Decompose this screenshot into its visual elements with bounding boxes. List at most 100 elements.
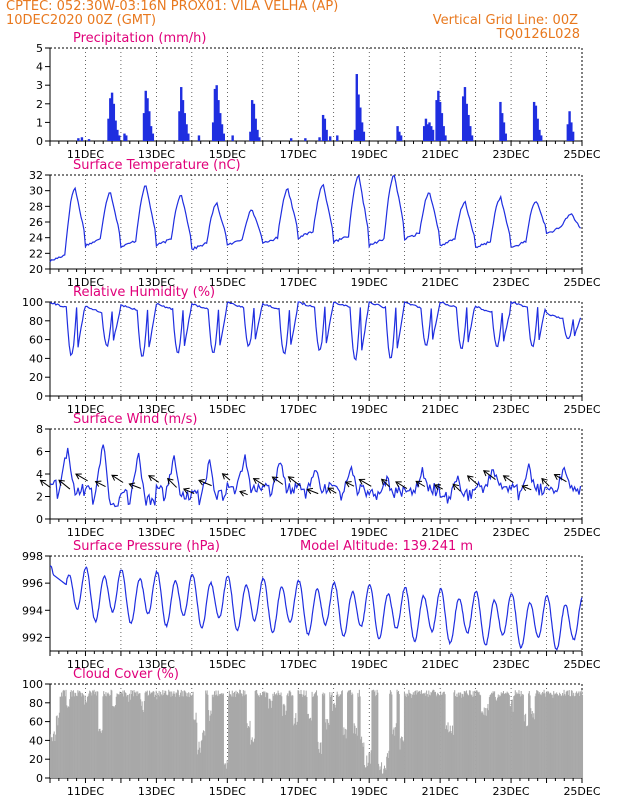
cloud-bar — [204, 735, 206, 778]
cloud-bar — [228, 696, 230, 778]
cloud-bar — [316, 695, 318, 778]
cloud-bar — [285, 710, 287, 778]
wind-vector-head — [306, 487, 314, 495]
precip-bar — [538, 129, 541, 141]
cloud-bar — [222, 693, 224, 778]
cloud-bar — [122, 690, 124, 778]
cloud-bar — [159, 696, 161, 778]
cloud-bar — [310, 720, 312, 778]
cloud-bar — [272, 693, 274, 778]
cloud-bar — [185, 692, 187, 778]
y-tick-label: 2 — [36, 491, 43, 504]
y-tick-label: 60 — [29, 334, 43, 347]
precip-bar — [323, 118, 327, 141]
cloud-bar — [270, 700, 272, 778]
x-tick-label: 25DEC — [563, 148, 600, 161]
cloud-bar — [540, 695, 542, 778]
cloud-bar — [193, 719, 195, 778]
cloud-bar — [473, 696, 475, 778]
cloud-bar — [284, 714, 287, 778]
cloud-bar — [65, 689, 67, 778]
cloud-bar — [258, 694, 260, 778]
wind-vector-head — [466, 475, 474, 482]
cloud-bar — [98, 731, 100, 778]
wind-vector-head — [128, 482, 136, 489]
precip-bar — [463, 87, 467, 141]
x-tick-label: 25DEC — [563, 526, 600, 539]
cloud-bar — [171, 695, 173, 778]
cloud-bar — [341, 691, 343, 778]
cloud-bar — [569, 696, 571, 778]
cloud-bar — [136, 695, 138, 778]
wind-vector-head — [502, 475, 510, 482]
cloud-bar — [496, 700, 498, 778]
cloud-bar — [573, 692, 575, 778]
cloud-bar — [554, 693, 556, 778]
cloud-bar — [318, 752, 320, 778]
cloud-bar — [301, 696, 303, 778]
cloud-bar — [423, 693, 425, 778]
cloud-bar — [279, 694, 281, 778]
cloud-bar — [265, 692, 267, 778]
precip-bar — [442, 126, 445, 141]
cloud-bar — [403, 691, 405, 778]
precip-bar — [304, 138, 307, 141]
wind-vector — [345, 481, 355, 487]
cloud-bar — [135, 691, 137, 778]
cloud-bar — [257, 695, 259, 778]
cloud-bar — [522, 694, 524, 778]
cloud-bar — [194, 720, 196, 778]
cloud-bar — [267, 693, 269, 778]
precip-bar — [422, 126, 426, 141]
cloud-bar — [358, 696, 360, 778]
wind-vector-head — [198, 479, 205, 486]
cloud-bar — [570, 690, 572, 778]
cloud-bar — [545, 692, 547, 778]
cloud-bar — [198, 741, 200, 778]
wind-vector-head — [344, 481, 352, 488]
cloud-bar — [497, 697, 499, 778]
cloud-bar — [460, 697, 462, 778]
cloud-bar — [199, 747, 201, 778]
cloud-bar — [235, 690, 237, 778]
cloud-bar — [178, 695, 180, 778]
cloud-bar — [477, 691, 479, 778]
cloud-bar — [369, 763, 371, 778]
cloud-bar — [52, 741, 54, 778]
cloud-bar — [324, 693, 326, 778]
cloud-bar — [302, 694, 304, 778]
cloud-bar — [529, 695, 531, 778]
cloud-bar — [106, 693, 108, 778]
cloud-bar — [463, 691, 465, 778]
cloud-bar — [449, 731, 451, 778]
cloud-bar — [318, 749, 320, 778]
cloud-bar — [429, 695, 431, 778]
cloud-bar — [155, 690, 157, 778]
cloud-bar — [539, 694, 541, 778]
precip-bar — [80, 137, 84, 141]
wind-vector — [95, 481, 106, 487]
cloud-bar — [214, 691, 216, 778]
cloud-bar — [170, 696, 172, 778]
precip-bar — [116, 129, 119, 141]
cloud-bar — [282, 715, 284, 778]
cloud-bar — [489, 695, 491, 778]
wind-vector-head — [434, 484, 441, 491]
cloud-bar — [335, 695, 337, 778]
cloud-bar — [328, 724, 330, 778]
cloud-bar — [500, 692, 502, 778]
cloud-bar — [304, 695, 306, 778]
cloud-bar — [430, 691, 432, 778]
cloud-bar — [232, 696, 234, 778]
y-tick-label: 60 — [29, 716, 43, 729]
cloud-bar — [425, 695, 427, 778]
x-tick-label: 21DEC — [422, 276, 459, 289]
x-tick-label: 19DEC — [351, 276, 388, 289]
cloud-bar — [163, 694, 165, 778]
precip-bar — [254, 118, 257, 141]
cloud-bar — [60, 696, 62, 778]
cloud-bar — [440, 694, 442, 778]
cloud-bar — [451, 733, 453, 778]
cloud-bar — [78, 692, 80, 778]
